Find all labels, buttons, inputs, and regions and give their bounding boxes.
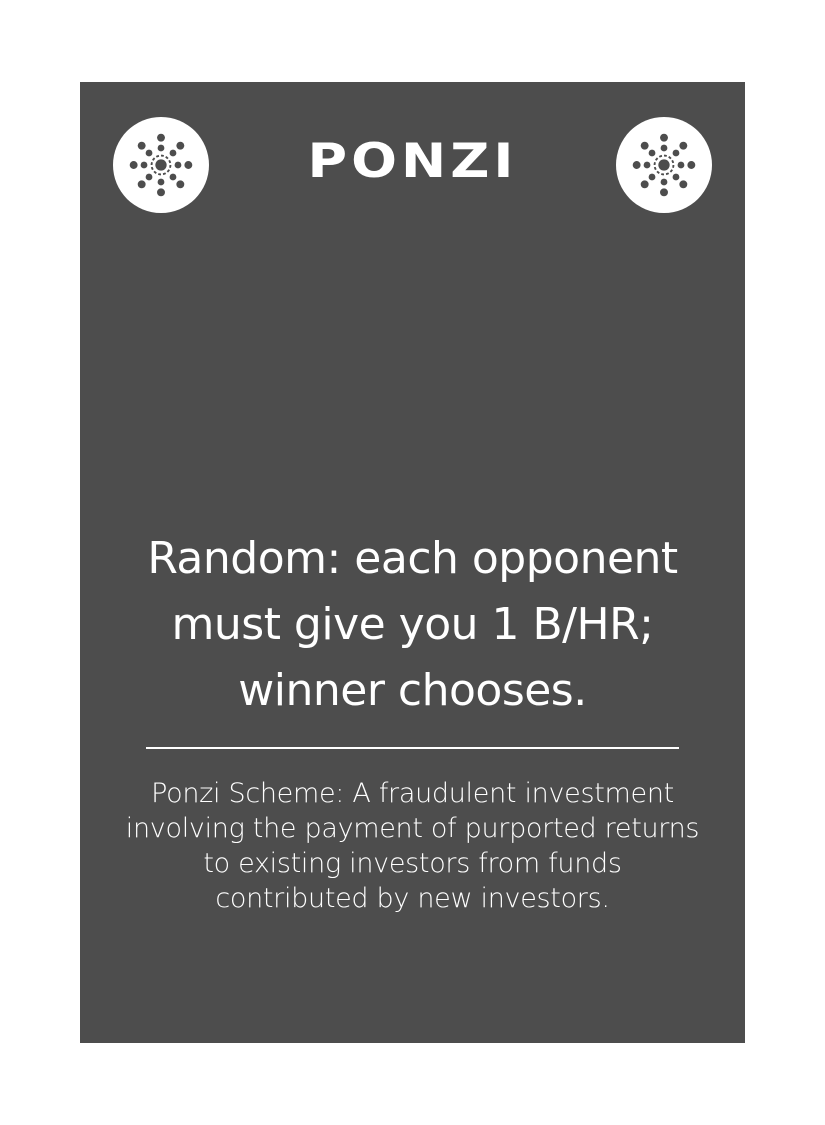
effect-line: Random: each opponent [147,533,678,584]
card-definition-text: Ponzi Scheme: A fraudulent investment in… [100,776,725,916]
card-title: PONZI [307,132,518,189]
effect-line: must give you 1 B/HR; [171,599,654,650]
definition-line: Ponzi Scheme: A fraudulent investment [151,778,674,809]
effect-line: winner chooses. [238,665,587,716]
right-emblem [616,117,712,213]
definition-line: to existing investors from funds [203,848,622,879]
network-node-icon [632,133,696,197]
game-card: PONZI [80,82,745,1043]
left-emblem [113,117,209,213]
network-node-icon [129,133,193,197]
definition-line: contributed by new investors. [215,883,610,914]
definition-line: involving the payment of purported retur… [125,813,700,844]
divider [146,747,679,749]
card-effect-text: Random: each opponent must give you 1 B/… [100,526,725,724]
